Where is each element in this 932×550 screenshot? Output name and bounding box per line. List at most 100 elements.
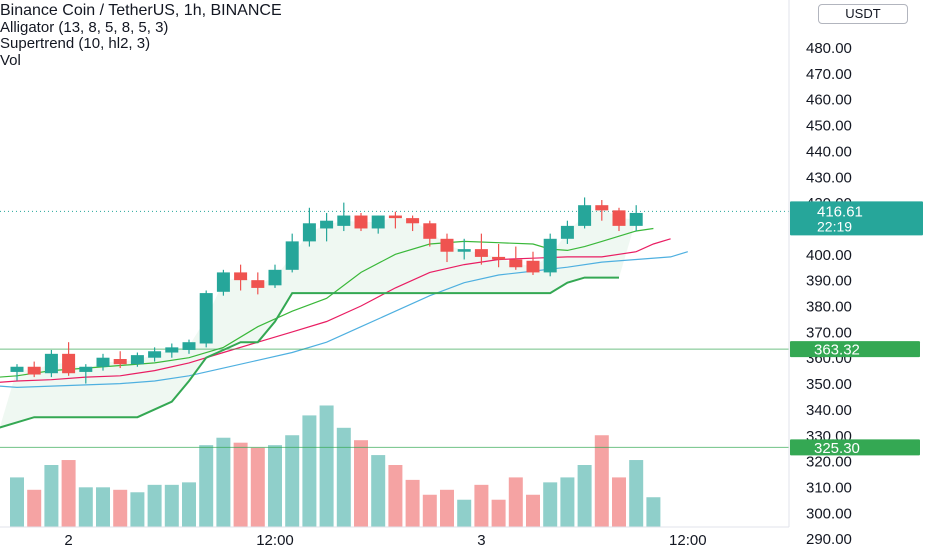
candle-body (440, 238, 454, 252)
time-tick-label: 12:00 (256, 532, 294, 549)
candle-body (96, 357, 110, 367)
volume-bar (10, 477, 24, 527)
volume-bar (388, 465, 403, 527)
supertrend-line (0, 276, 619, 429)
candle-body (526, 260, 540, 273)
candle-body (234, 272, 248, 281)
level-badge (790, 439, 920, 456)
volume-legend[interactable]: Vol (0, 51, 21, 69)
candle-body (79, 366, 93, 372)
candle-body (216, 272, 230, 292)
price-tick-label: 320.00 (806, 454, 852, 471)
volume-bar (629, 460, 644, 527)
volume-bar (319, 405, 334, 527)
candle-body (406, 218, 420, 224)
price-tick-label: 290.00 (806, 531, 852, 548)
volume-bar (61, 460, 76, 527)
level-badge-label: 363.32 (814, 342, 860, 359)
currency-button[interactable]: USDT (818, 4, 908, 24)
candle-body (251, 280, 265, 288)
candle-body (612, 210, 626, 226)
candle-body (285, 241, 299, 270)
current-price-badge (790, 201, 923, 236)
candle-body (62, 353, 76, 374)
price-tick-label: 440.00 (806, 143, 852, 160)
volume-bar (285, 435, 300, 527)
volume-bar (164, 484, 179, 527)
horizontal-levels (0, 210, 789, 448)
price-tick-label: 310.00 (806, 479, 852, 496)
volume-bar (302, 415, 317, 527)
price-tick-label: 300.00 (806, 505, 852, 522)
alligator-jaw-line (0, 251, 688, 389)
volume-bars (10, 405, 661, 527)
candle-body (578, 205, 592, 226)
time-axis[interactable]: 2 12:00 3 12:00 (64, 532, 706, 549)
candle-body (337, 215, 351, 226)
candle-body (560, 225, 574, 239)
volume-bar (560, 477, 575, 527)
volume-bar (646, 497, 661, 527)
candle-body (388, 215, 402, 219)
price-tick-label: 350.00 (806, 376, 852, 393)
alligator-teeth-line (0, 238, 671, 383)
time-tick-label: 3 (477, 532, 485, 549)
candle-body (199, 293, 213, 344)
volume-bar (422, 494, 437, 527)
volume-bar (44, 465, 59, 527)
alligator-lips-line (0, 227, 654, 378)
volume-bar (216, 437, 231, 527)
candle-body (44, 353, 58, 374)
candle-body (10, 366, 24, 372)
price-tick-label: 450.00 (806, 118, 852, 135)
price-tick-label: 370.00 (806, 324, 852, 341)
chart-legend: Binance Coin / TetherUS, 1h, BINANCE All… (0, 2, 282, 69)
volume-bar (354, 440, 368, 527)
volume-bar (457, 499, 472, 527)
volume-bar (612, 477, 626, 527)
volume-bar (182, 482, 196, 527)
candle-body (509, 259, 523, 268)
candle-body (182, 342, 196, 350)
volume-bar (336, 427, 351, 527)
volume-bar (508, 477, 523, 527)
volume-bar (440, 489, 454, 527)
volume-bar (113, 489, 128, 527)
candle-body (543, 238, 557, 273)
volume-bar (27, 489, 42, 527)
price-axis[interactable]: 480.00470.00460.00450.00440.00430.00420.… (806, 40, 852, 548)
level-badge (790, 341, 920, 358)
candle-body (474, 249, 488, 257)
symbol-title[interactable]: Binance Coin / TetherUS, 1h, BINANCE (0, 2, 282, 19)
price-tick-label: 380.00 (806, 299, 852, 316)
candle-body (320, 220, 334, 229)
volume-bar (577, 465, 592, 527)
indicator-lines (0, 227, 688, 429)
volume-bar (233, 442, 248, 527)
candle-body (629, 212, 643, 226)
volume-bar (199, 445, 214, 527)
candle-body (492, 256, 506, 260)
price-tick-label: 390.00 (806, 273, 852, 290)
candle-body (165, 347, 179, 353)
volume-bar (96, 487, 110, 527)
supertrend-legend[interactable]: Supertrend (10, hl2, 3) (0, 35, 151, 52)
volume-bar (78, 487, 93, 527)
volume-bar (147, 484, 162, 527)
level-badge-label: 325.30 (814, 440, 860, 457)
price-tick-label: 400.00 (806, 247, 852, 264)
time-tick-label: 2 (64, 532, 72, 549)
candle-body (113, 359, 127, 365)
price-tick-label: 430.00 (806, 169, 852, 186)
candle-body (27, 366, 41, 375)
candle-body (148, 351, 162, 358)
time-tick-label: 12:00 (669, 532, 707, 549)
alligator-legend[interactable]: Alligator (13, 8, 5, 8, 5, 3) (0, 18, 169, 36)
candle-body (302, 223, 316, 242)
volume-bar (405, 479, 420, 527)
volume-bar (268, 445, 282, 527)
price-tick-label: 460.00 (806, 92, 852, 109)
